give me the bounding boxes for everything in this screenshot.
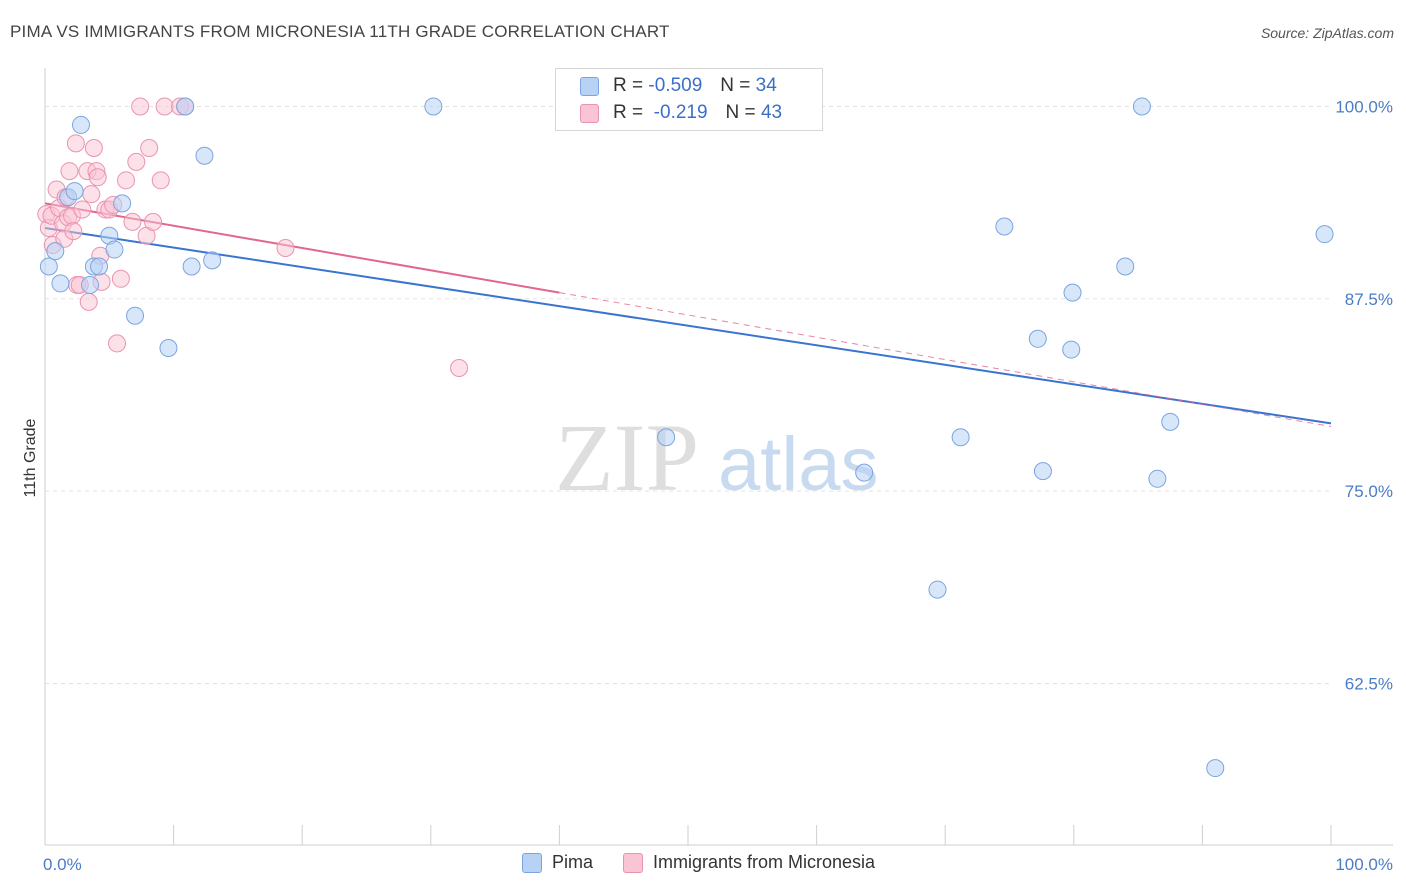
- micronesia-point: [450, 359, 469, 378]
- legend-row-micronesia: R = -0.219 N = 43: [580, 101, 782, 125]
- micronesia-trend-extension: [559, 292, 1332, 427]
- legend-row-pima: R = -0.509 N = 34: [580, 74, 777, 98]
- legend-item-micronesia: Immigrants from Micronesia: [623, 852, 875, 873]
- data-points: [37, 97, 1334, 778]
- pima-swatch: [580, 76, 599, 96]
- source-label: Source: ZipAtlas.com: [1260, 25, 1394, 41]
- micronesia-point: [82, 185, 101, 204]
- micronesia-point: [64, 222, 83, 241]
- pima-point: [65, 182, 84, 201]
- pima-point: [1206, 759, 1225, 778]
- legend-item-pima: Pima: [522, 852, 593, 873]
- legend-label: Pima: [552, 852, 594, 872]
- chart-title: PIMA VS IMMIGRANTS FROM MICRONESIA 11TH …: [10, 22, 670, 41]
- pima-point: [176, 97, 195, 116]
- pima-point: [1132, 97, 1151, 116]
- y-tick-label: 100.0%: [1335, 97, 1393, 116]
- r-value: -0.509: [648, 75, 703, 96]
- pima-point: [928, 580, 947, 599]
- pima-point: [1148, 469, 1167, 488]
- pima-point: [182, 257, 201, 276]
- tick-labels: 11th Grade 0.0% 100.0% 100.0% 87.5% 75.0…: [22, 97, 1393, 874]
- pima-point: [995, 217, 1014, 236]
- y-tick-label: 87.5%: [1345, 290, 1393, 309]
- pima-point: [203, 251, 222, 270]
- micronesia-point: [123, 212, 142, 231]
- micronesia-point: [127, 152, 146, 171]
- watermark-zip: ZIP: [555, 404, 699, 511]
- y-tick-label: 62.5%: [1345, 674, 1393, 693]
- pima-point: [195, 146, 214, 165]
- micronesia-swatch: [580, 103, 599, 123]
- micronesia-point: [84, 139, 103, 158]
- pima-point: [51, 274, 70, 293]
- micronesia-point: [73, 200, 92, 219]
- pima-point: [1315, 225, 1334, 244]
- micronesia-point: [131, 97, 150, 116]
- n-label: N =: [720, 75, 751, 96]
- micronesia-point: [66, 134, 85, 153]
- pima-point: [46, 242, 65, 261]
- stats-legend: R = -0.509 N = 34 R = -0.219 N = 43: [555, 68, 823, 131]
- n-label: N =: [725, 102, 756, 123]
- pima-point: [1033, 462, 1052, 481]
- series-legend: Pima Immigrants from Micronesia: [522, 852, 905, 873]
- pima-point: [657, 428, 676, 447]
- pima-point: [1028, 329, 1047, 348]
- micronesia-swatch: [623, 852, 644, 873]
- micronesia-point: [276, 239, 295, 258]
- pima-point: [159, 339, 178, 358]
- pima-point: [105, 240, 124, 259]
- x-tick-label-max: 100.0%: [1335, 855, 1393, 874]
- micronesia-point: [88, 168, 107, 187]
- micronesia-point: [111, 269, 130, 288]
- pima-point: [951, 428, 970, 447]
- micronesia-point: [144, 212, 163, 231]
- legend-label: Immigrants from Micronesia: [653, 852, 876, 872]
- pima-point: [39, 257, 58, 276]
- pima-point: [855, 463, 874, 482]
- pima-point: [1116, 257, 1135, 276]
- micronesia-point: [151, 171, 170, 190]
- micronesia-point: [140, 139, 159, 158]
- micronesia-point: [117, 171, 136, 190]
- pima-point: [1161, 412, 1180, 431]
- pima-swatch: [522, 852, 542, 873]
- pima-trend-line: [44, 227, 1332, 425]
- n-value: 43: [760, 102, 783, 123]
- watermark-atlas: atlas: [718, 422, 879, 507]
- axes: [44, 68, 1393, 846]
- r-label: R =: [613, 75, 644, 96]
- pima-point: [72, 115, 91, 134]
- pima-point: [424, 97, 443, 116]
- pima-point: [1062, 340, 1081, 359]
- trend-lines: [44, 202, 1332, 427]
- pima-point: [113, 194, 132, 213]
- r-value: -0.219: [653, 102, 708, 123]
- pima-point: [126, 306, 145, 325]
- pima-point: [90, 257, 109, 276]
- n-value: 34: [755, 75, 777, 96]
- micronesia-point: [79, 292, 98, 311]
- r-label: R =: [613, 102, 644, 123]
- micronesia-point: [60, 162, 79, 181]
- y-axis-title: 11th Grade: [22, 418, 39, 497]
- pima-point: [81, 275, 100, 294]
- micronesia-point: [155, 97, 174, 116]
- y-tick-label: 75.0%: [1345, 482, 1393, 501]
- pima-point: [1063, 283, 1082, 302]
- micronesia-point: [108, 334, 127, 353]
- x-tick-label-min: 0.0%: [43, 855, 82, 874]
